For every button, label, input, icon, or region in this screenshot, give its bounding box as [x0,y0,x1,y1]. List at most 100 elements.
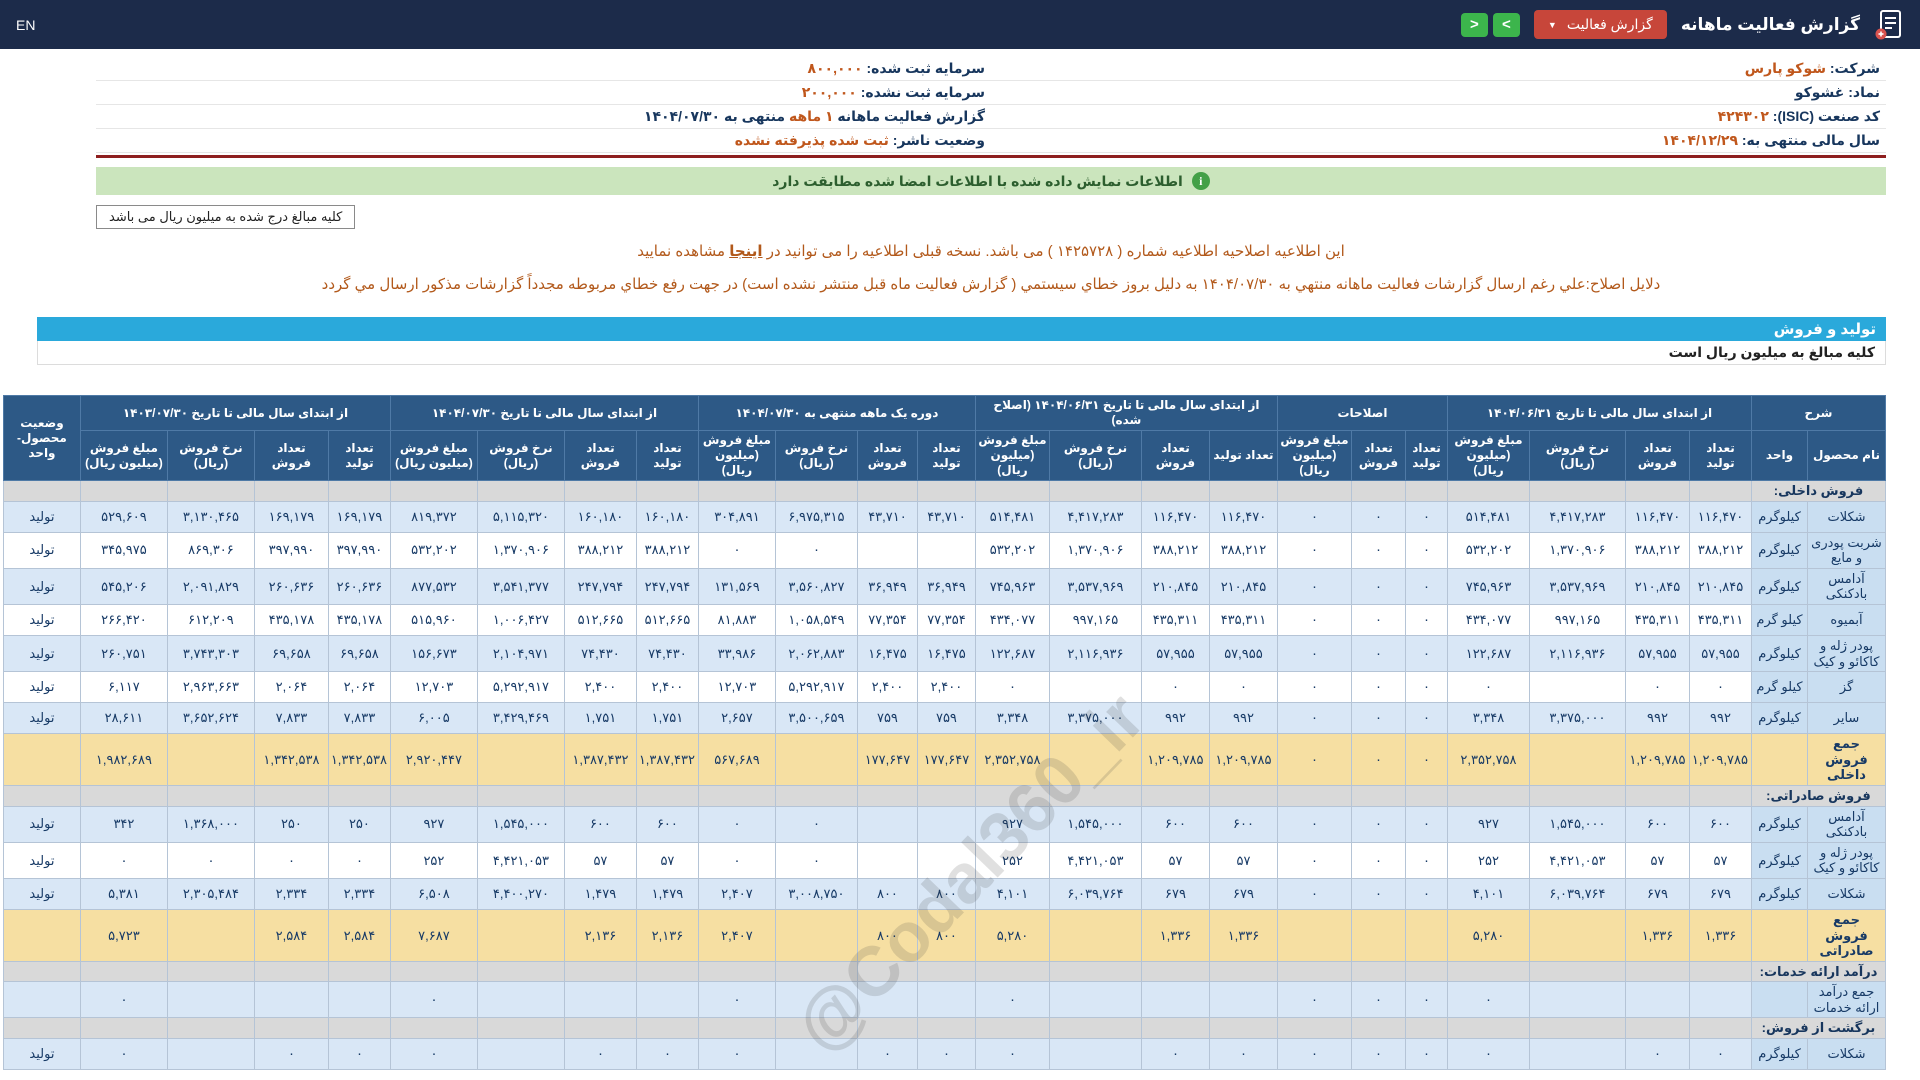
data-cell: ۴,۴۲۱,۰۵۳ [476,841,565,879]
report-nav: > < [1460,12,1520,37]
data-cell: ۷۵۹ [916,702,976,735]
previous-version-link[interactable]: اینجا [729,243,763,260]
data-cell: ۵۷,۹۵۵ [1140,634,1210,673]
data-cell: ۱۲۲,۶۸۷ [974,634,1050,673]
data-cell: ۱۶۰,۱۸۰ [563,500,637,533]
data-cell: ۱,۳۴۲,۵۳۸ [327,733,391,786]
data-cell: ۱,۲۰۹,۷۸۵ [1140,733,1210,786]
data-cell [1688,784,1752,807]
data-cell [1208,480,1278,502]
data-cell: ۷۷,۳۵۴ [916,603,976,636]
data-cell [1404,480,1448,502]
product-status: تولید [2,1038,81,1071]
data-cell: ۳,۵۳۷,۹۶۹ [1048,567,1142,605]
next-report-button[interactable]: > [1492,12,1520,37]
product-unit: کیلو گرم [1750,671,1809,704]
data-cell: ۰ [253,1038,329,1071]
data-cell [1350,908,1406,962]
correction-notice-line1: این اطلاعیه اصلاحیه اطلاعیه شماره ( ۱۴۲۵… [96,242,1886,260]
product-status: تولید [2,567,81,605]
data-cell: ۳,۶۵۲,۶۲۴ [166,702,255,735]
data-cell: ۳,۵۴۱,۳۷۷ [476,567,565,605]
data-cell: ۵۷ [1208,841,1278,879]
data-cell: ۰ [1404,567,1448,605]
data-cell [563,480,637,502]
data-cell: ۹۹۲ [1208,702,1278,735]
data-cell: ۴,۴۱۷,۲۸۳ [1048,500,1142,533]
info-label: نماد: [1844,84,1880,100]
data-cell: ۵۱۲,۶۶۵ [635,603,699,636]
data-cell [253,981,329,1019]
data-cell: ۰ [1276,733,1352,786]
data-cell: ۰ [1276,981,1352,1019]
data-cell: ۰ [1276,877,1352,910]
column-header: تعداد فروش [1350,430,1406,481]
data-cell: ۱,۳۴۲,۵۳۸ [253,733,329,786]
data-cell: ۱۵۶,۶۷۳ [389,634,478,673]
data-cell: ۱,۲۰۹,۷۸۵ [1208,733,1278,786]
product-unit: کیلو گرم [1750,603,1809,636]
data-cell: ۰ [697,1038,776,1071]
report-type-dropdown[interactable]: گزارش فعالیت ▼ [1533,10,1667,39]
info-field: کد صنعت (ISIC): ۴۲۴۳۰۲ [991,105,1886,129]
data-cell: ۰ [1140,671,1210,704]
data-cell: ۳۶,۹۴۹ [856,567,918,605]
data-cell: ۶۰۰ [1688,805,1752,843]
data-cell: ۴,۴۱۷,۲۸۳ [1528,500,1626,533]
data-cell: ۰ [1404,877,1448,910]
data-cell: ۹۲۷ [974,805,1050,843]
data-cell: ۱۱۶,۴۷۰ [1140,500,1210,533]
product-unit: کیلوگرم [1750,841,1809,879]
info-label: گزارش فعالیت ماهانه [833,108,985,124]
data-cell: ۵۱۴,۴۸۱ [1446,500,1530,533]
info-field: سال مالی منتهی به: ۱۴۰۴/۱۲/۲۹ [991,129,1886,153]
data-cell: ۲,۱۰۴,۹۷۱ [476,634,565,673]
data-cell: ۰ [1404,500,1448,533]
data-cell: ۰ [774,805,858,843]
data-cell: ۵۷ [563,841,637,879]
info-value: ۸۰۰,۰۰۰ [807,60,863,76]
data-cell: ۰ [774,531,858,569]
info-label: وضعیت ناشر: [888,132,985,148]
data-cell: ۲,۱۳۶ [563,908,637,962]
data-cell: ۰ [1350,702,1406,735]
prev-report-button[interactable]: < [1460,12,1488,37]
data-cell: ۴۳,۷۱۰ [856,500,918,533]
data-cell [1208,981,1278,1019]
data-cell: ۵۷,۹۵۵ [1208,634,1278,673]
data-cell: ۲۶۰,۷۵۱ [79,634,168,673]
data-cell [563,981,637,1019]
data-cell [1624,480,1690,502]
data-cell [1528,480,1626,502]
data-cell: ۰ [1404,805,1448,843]
data-cell: ۱,۳۷۰,۹۰۶ [1528,531,1626,569]
data-cell: ۲,۶۵۷ [697,702,776,735]
data-cell: ۶۷۹ [1688,877,1752,910]
data-cell: ۵۴۵,۲۰۶ [79,567,168,605]
product-name: جمع فروش داخلی [1807,733,1886,786]
data-cell: ۳۸۸,۲۱۲ [1688,531,1752,569]
data-cell: ۲۵۰ [327,805,391,843]
data-cell [1276,784,1352,807]
data-cell [166,733,255,786]
data-cell: ۰ [1276,500,1352,533]
data-cell: ۴۳۵,۳۱۱ [1624,603,1690,636]
data-cell: ۰ [1350,841,1406,879]
info-label: سرمایه ثبت شده: [862,60,985,76]
info-label: سال مالی منتهی به: [1738,132,1880,148]
column-group-header: از ابتدای سال مالی تا تاریخ ۱۴۰۴/۰۶/۳۱ (… [974,395,1278,431]
data-cell [697,960,776,983]
data-cell [476,480,565,502]
data-cell: ۵۷ [1624,841,1690,879]
data-cell [1048,671,1142,704]
product-unit: کیلوگرم [1750,500,1809,533]
data-cell: ۰ [1276,671,1352,704]
data-cell: ۳۹۷,۹۹۰ [327,531,391,569]
data-cell [1048,908,1142,962]
data-cell: ۵۳۲,۲۰۲ [974,531,1050,569]
language-toggle[interactable]: EN [16,16,36,33]
data-cell [916,960,976,983]
table-row: آبمیوه کیلو گرم ۴۳۵,۳۱۱ ۴۳۵,۳۱۱ ۹۹۷,۱۶۵ ۴۳۴,۰… [2,603,1886,636]
group-header-row: شرح از ابتدای سال مالی تا تاریخ ۱۴۰۴/۰۶/… [2,395,1887,481]
data-cell [774,908,858,962]
